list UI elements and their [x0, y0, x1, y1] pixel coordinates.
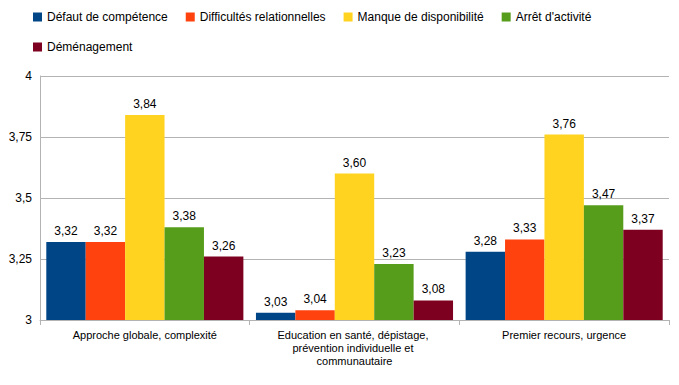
svg-text:3,23: 3,23 — [382, 246, 406, 260]
svg-text:prévention individuelle et: prévention individuelle et — [292, 342, 416, 354]
svg-text:Déménagement: Déménagement — [47, 40, 133, 54]
svg-text:Manque de disponibilité: Manque de disponibilité — [358, 10, 484, 24]
svg-text:3,47: 3,47 — [592, 187, 616, 201]
svg-text:3,5: 3,5 — [15, 191, 32, 205]
svg-text:3: 3 — [25, 313, 32, 327]
svg-text:3,32: 3,32 — [54, 224, 78, 238]
svg-text:3,03: 3,03 — [264, 295, 288, 309]
svg-text:Approche globale, complexité: Approche globale, complexité — [73, 329, 217, 341]
svg-text:Défaut de compétence: Défaut de compétence — [47, 10, 168, 24]
svg-text:3,08: 3,08 — [422, 282, 446, 296]
svg-text:3,37: 3,37 — [631, 212, 655, 226]
svg-text:Education en santé, dépistage,: Education en santé, dépistage, — [277, 329, 431, 341]
svg-text:Arrêt d'activité: Arrêt d'activité — [516, 10, 592, 24]
svg-text:3,32: 3,32 — [94, 224, 118, 238]
svg-text:3,33: 3,33 — [513, 221, 537, 235]
svg-text:3,76: 3,76 — [552, 117, 576, 131]
svg-text:3,75: 3,75 — [9, 130, 33, 144]
svg-text:3,04: 3,04 — [303, 292, 327, 306]
svg-text:3,38: 3,38 — [173, 209, 197, 223]
svg-text:3,60: 3,60 — [343, 156, 367, 170]
svg-text:Premier recours, urgence: Premier recours, urgence — [502, 329, 626, 341]
svg-text:Difficultés relationnelles: Difficultés relationnelles — [200, 10, 326, 24]
svg-text:3,28: 3,28 — [474, 234, 498, 248]
svg-text:3,26: 3,26 — [212, 239, 236, 253]
svg-text:communautaire: communautaire — [317, 355, 393, 367]
svg-text:3,25: 3,25 — [9, 252, 33, 266]
svg-text:3,84: 3,84 — [133, 97, 157, 111]
svg-text:4: 4 — [25, 69, 32, 83]
